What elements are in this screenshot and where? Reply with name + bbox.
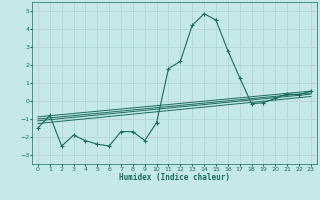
X-axis label: Humidex (Indice chaleur): Humidex (Indice chaleur) xyxy=(119,173,230,182)
